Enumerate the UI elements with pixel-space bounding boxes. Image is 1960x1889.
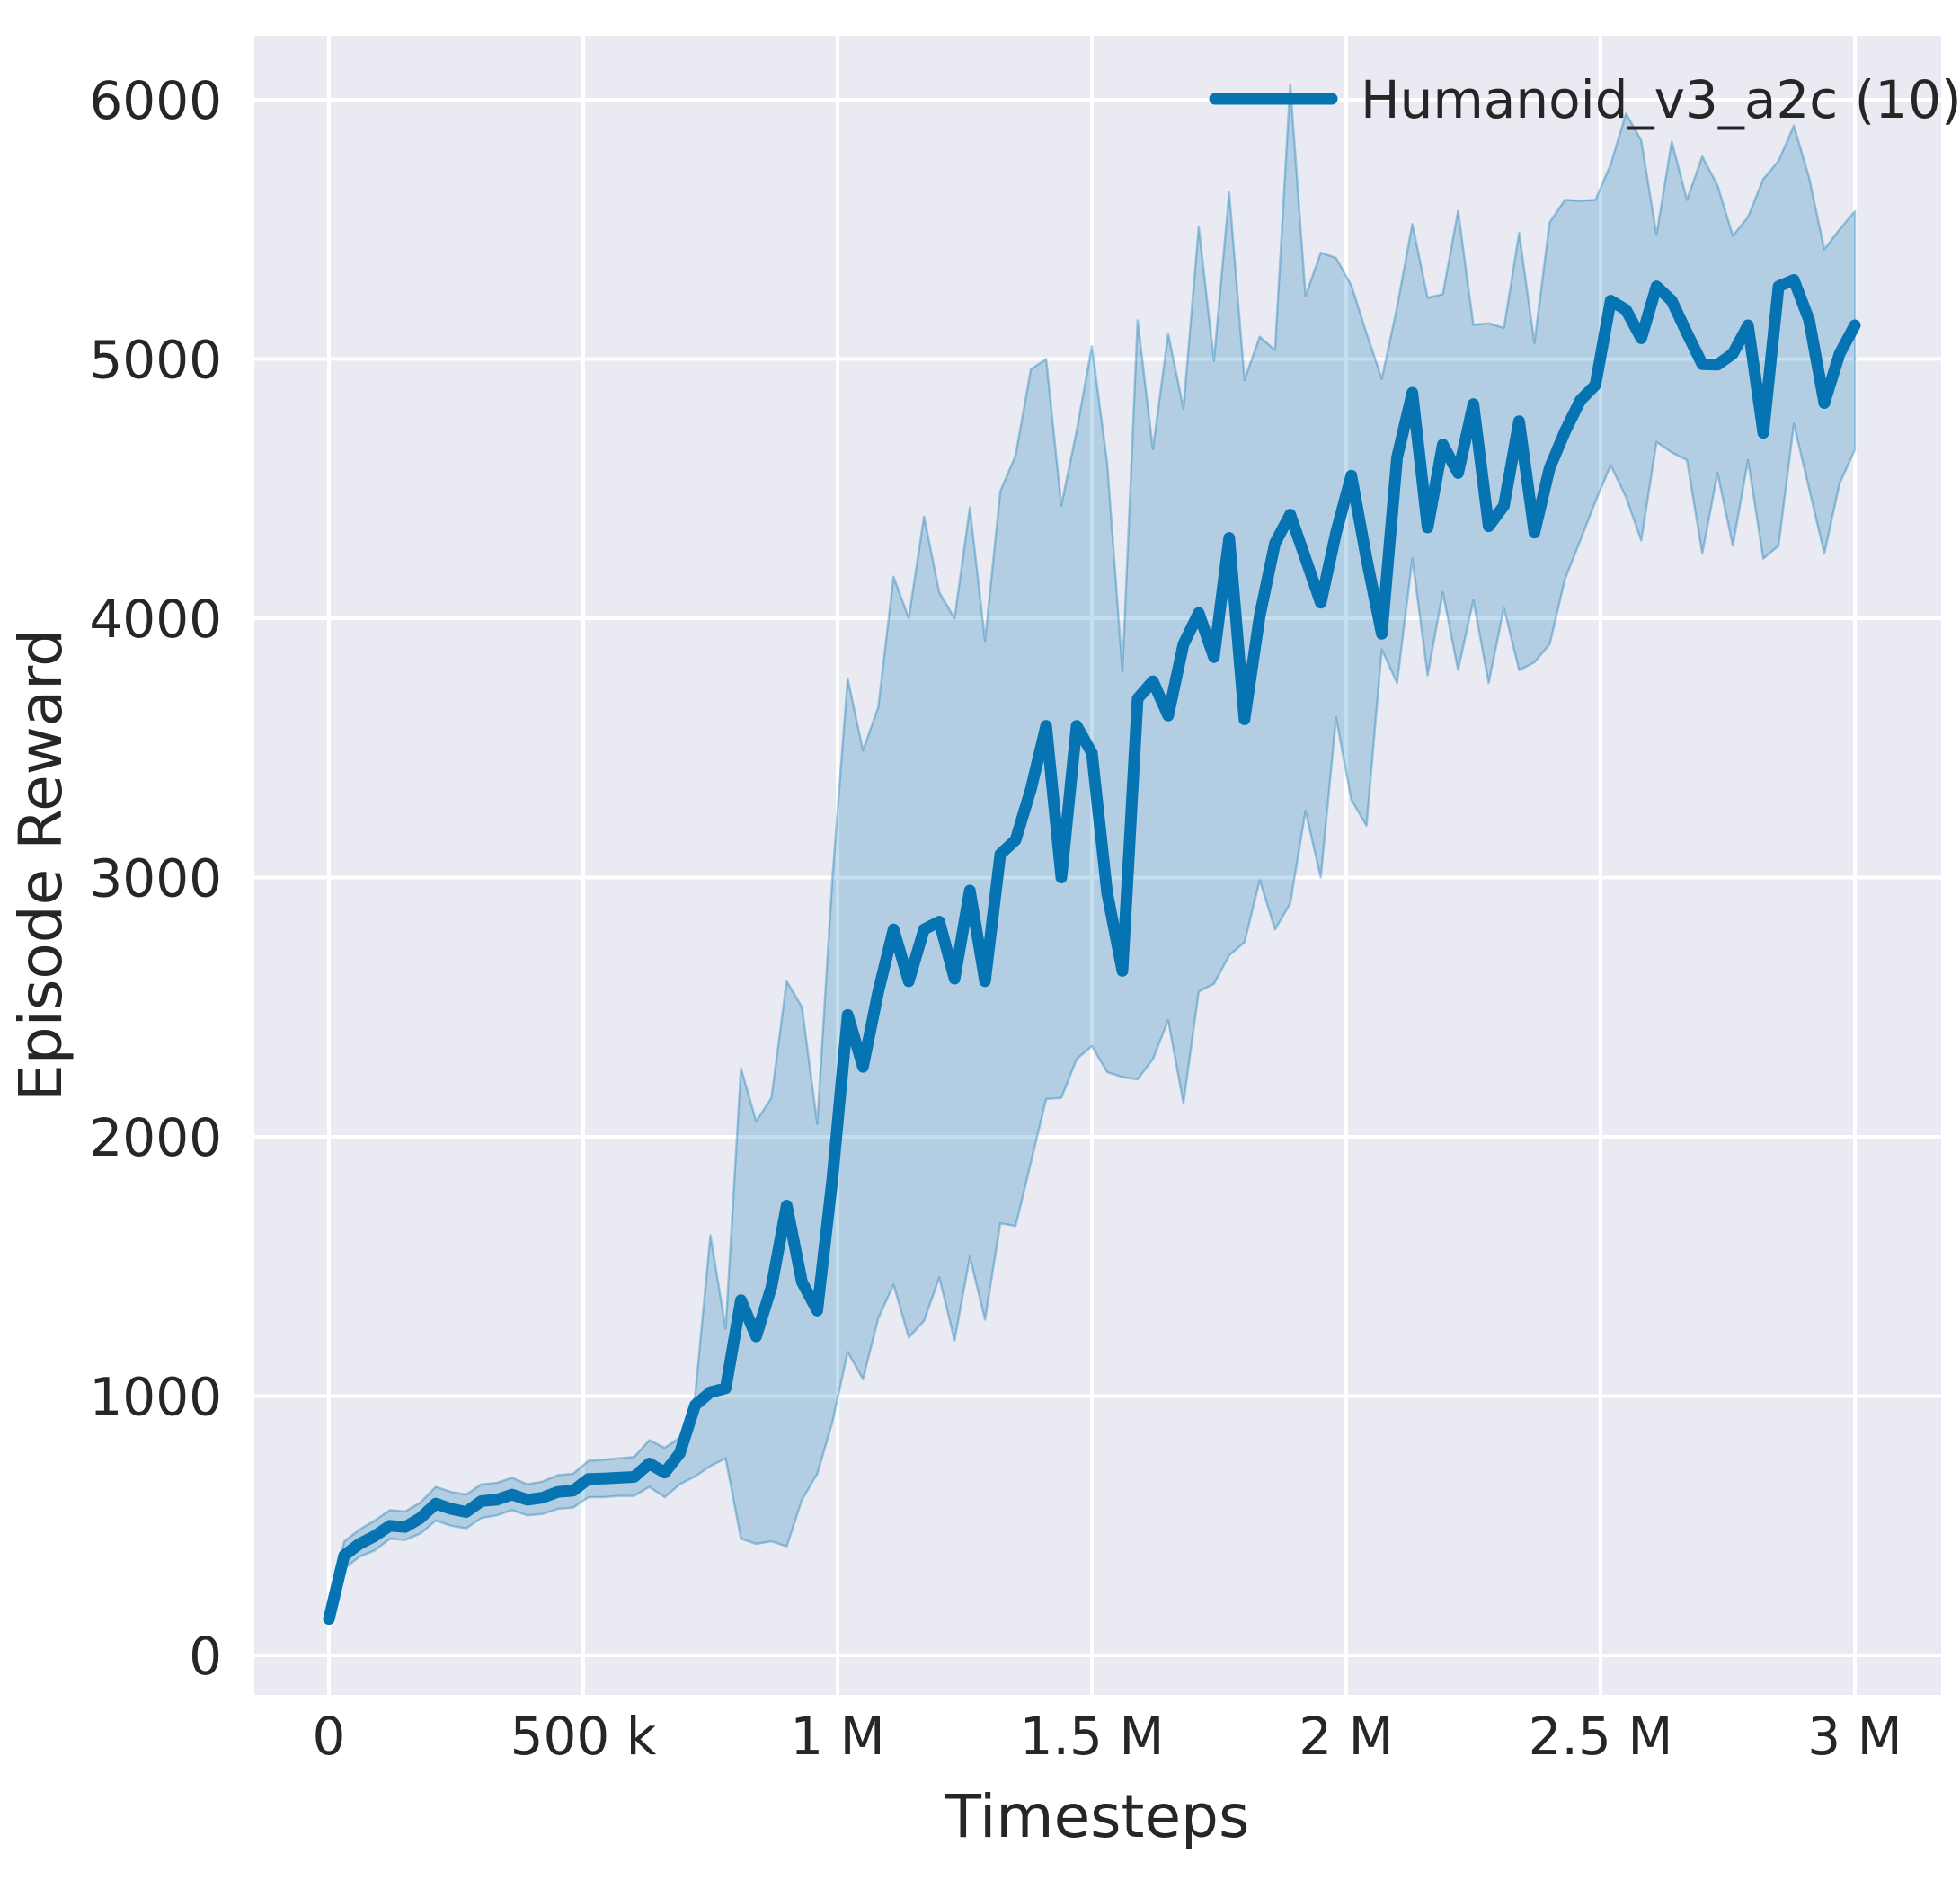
- plot-area: [254, 36, 1941, 1695]
- gridlines: [254, 36, 1941, 1695]
- band-polygon: [327, 83, 1857, 1623]
- x-tick-label: 2 M: [1299, 1706, 1393, 1767]
- y-tick-labels: 0 1000 2000 3000 4000 5000 6000: [89, 70, 222, 1687]
- confidence-band: [327, 83, 1857, 1623]
- y-tick-label: 0: [189, 1626, 222, 1687]
- y-axis-label: Episode Reward: [6, 629, 75, 1102]
- y-tick-label: 6000: [89, 70, 222, 131]
- x-tick-label: 0: [313, 1706, 346, 1767]
- mean-polyline: [323, 274, 1861, 1626]
- y-tick-label: 3000: [89, 848, 222, 909]
- x-tick-label: 3 M: [1807, 1706, 1902, 1767]
- x-tick-label: 1.5 M: [1020, 1706, 1165, 1767]
- y-tick-label: 4000: [89, 589, 222, 650]
- y-tick-label: 5000: [89, 330, 222, 391]
- x-axis-label: Timesteps: [945, 1782, 1250, 1851]
- legend-entry-label: Humanoid_v3_a2c (10): [1361, 69, 1960, 130]
- y-tick-label: 2000: [89, 1107, 222, 1168]
- x-tick-label: 2.5 M: [1529, 1706, 1673, 1767]
- x-tick-label: 500 k: [510, 1706, 657, 1767]
- x-tick-labels: 0 500 k 1 M 1.5 M 2 M 2.5 M 3 M: [313, 1706, 1902, 1767]
- y-tick-label: 1000: [89, 1367, 222, 1428]
- x-tick-label: 1 M: [790, 1706, 884, 1767]
- mean-line: [323, 274, 1861, 1626]
- legend: Humanoid_v3_a2c (10): [1209, 69, 1960, 130]
